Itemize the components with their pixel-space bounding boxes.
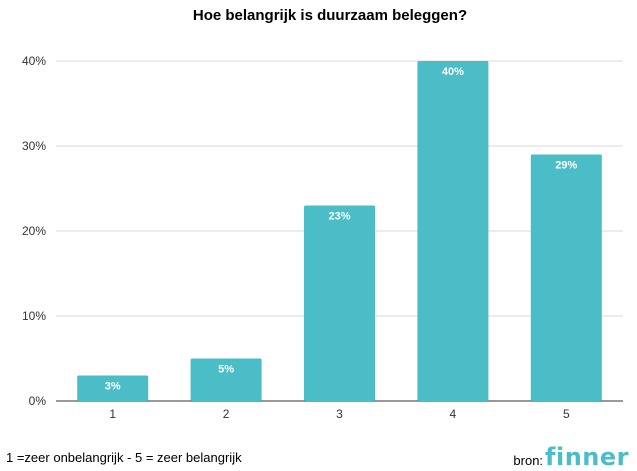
x-tick-label: 2 (223, 407, 230, 421)
data-label: 3% (105, 381, 121, 393)
y-tick-label: 0% (29, 394, 47, 408)
finner-logo: finner (545, 443, 629, 471)
bar (304, 205, 375, 401)
data-label: 29% (555, 160, 577, 172)
x-tick-label: 4 (450, 407, 457, 421)
y-tick-label: 30% (22, 139, 46, 153)
footer-note: 1 =zeer onbelangrijk - 5 = zeer belangri… (6, 450, 242, 465)
data-label: 40% (442, 66, 464, 78)
data-label: 23% (328, 211, 350, 223)
x-tick-label: 5 (563, 407, 570, 421)
x-axis-tick-labels: 1 2 3 4 5 (109, 407, 570, 421)
y-tick-label: 10% (22, 309, 46, 323)
bar (417, 61, 489, 401)
bar (190, 358, 262, 401)
y-tick-label: 40% (22, 54, 46, 68)
data-labels: 3% 5% 23% 40% 29% (105, 66, 578, 393)
y-tick-label: 20% (22, 224, 46, 238)
bar (530, 154, 602, 401)
source-label: bron: (513, 453, 544, 468)
x-tick-label: 1 (109, 407, 116, 421)
bars (77, 61, 602, 401)
source: bron: finner (513, 443, 629, 471)
bar (77, 375, 149, 401)
chart-title: Hoe belangrijk is duurzaam beleggen? (193, 7, 467, 24)
y-axis-tick-labels: 0% 10% 20% 30% 40% (22, 54, 46, 408)
x-tick-label: 3 (336, 407, 343, 421)
data-label: 5% (218, 364, 234, 376)
